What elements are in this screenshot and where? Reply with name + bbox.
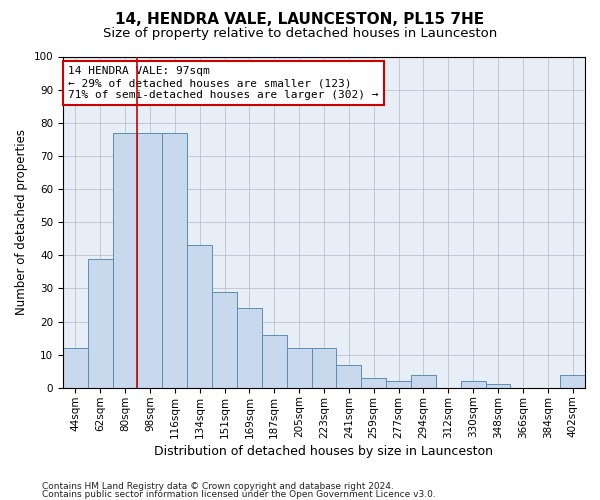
Bar: [386, 381, 411, 388]
Bar: [560, 374, 585, 388]
Bar: [163, 132, 187, 388]
Bar: [287, 348, 311, 388]
Bar: [187, 246, 212, 388]
Bar: [88, 258, 113, 388]
Bar: [411, 374, 436, 388]
Text: 14, HENDRA VALE, LAUNCESTON, PL15 7HE: 14, HENDRA VALE, LAUNCESTON, PL15 7HE: [115, 12, 485, 28]
Bar: [113, 132, 137, 388]
Bar: [361, 378, 386, 388]
Text: Size of property relative to detached houses in Launceston: Size of property relative to detached ho…: [103, 28, 497, 40]
Bar: [461, 381, 485, 388]
Bar: [262, 335, 287, 388]
Text: 14 HENDRA VALE: 97sqm
← 29% of detached houses are smaller (123)
71% of semi-det: 14 HENDRA VALE: 97sqm ← 29% of detached …: [68, 66, 379, 100]
Bar: [311, 348, 337, 388]
X-axis label: Distribution of detached houses by size in Launceston: Distribution of detached houses by size …: [154, 444, 493, 458]
Bar: [237, 308, 262, 388]
Bar: [212, 292, 237, 388]
Text: Contains HM Land Registry data © Crown copyright and database right 2024.: Contains HM Land Registry data © Crown c…: [42, 482, 394, 491]
Text: Contains public sector information licensed under the Open Government Licence v3: Contains public sector information licen…: [42, 490, 436, 499]
Bar: [337, 364, 361, 388]
Bar: [485, 384, 511, 388]
Bar: [63, 348, 88, 388]
Bar: [137, 132, 163, 388]
Y-axis label: Number of detached properties: Number of detached properties: [15, 129, 28, 315]
